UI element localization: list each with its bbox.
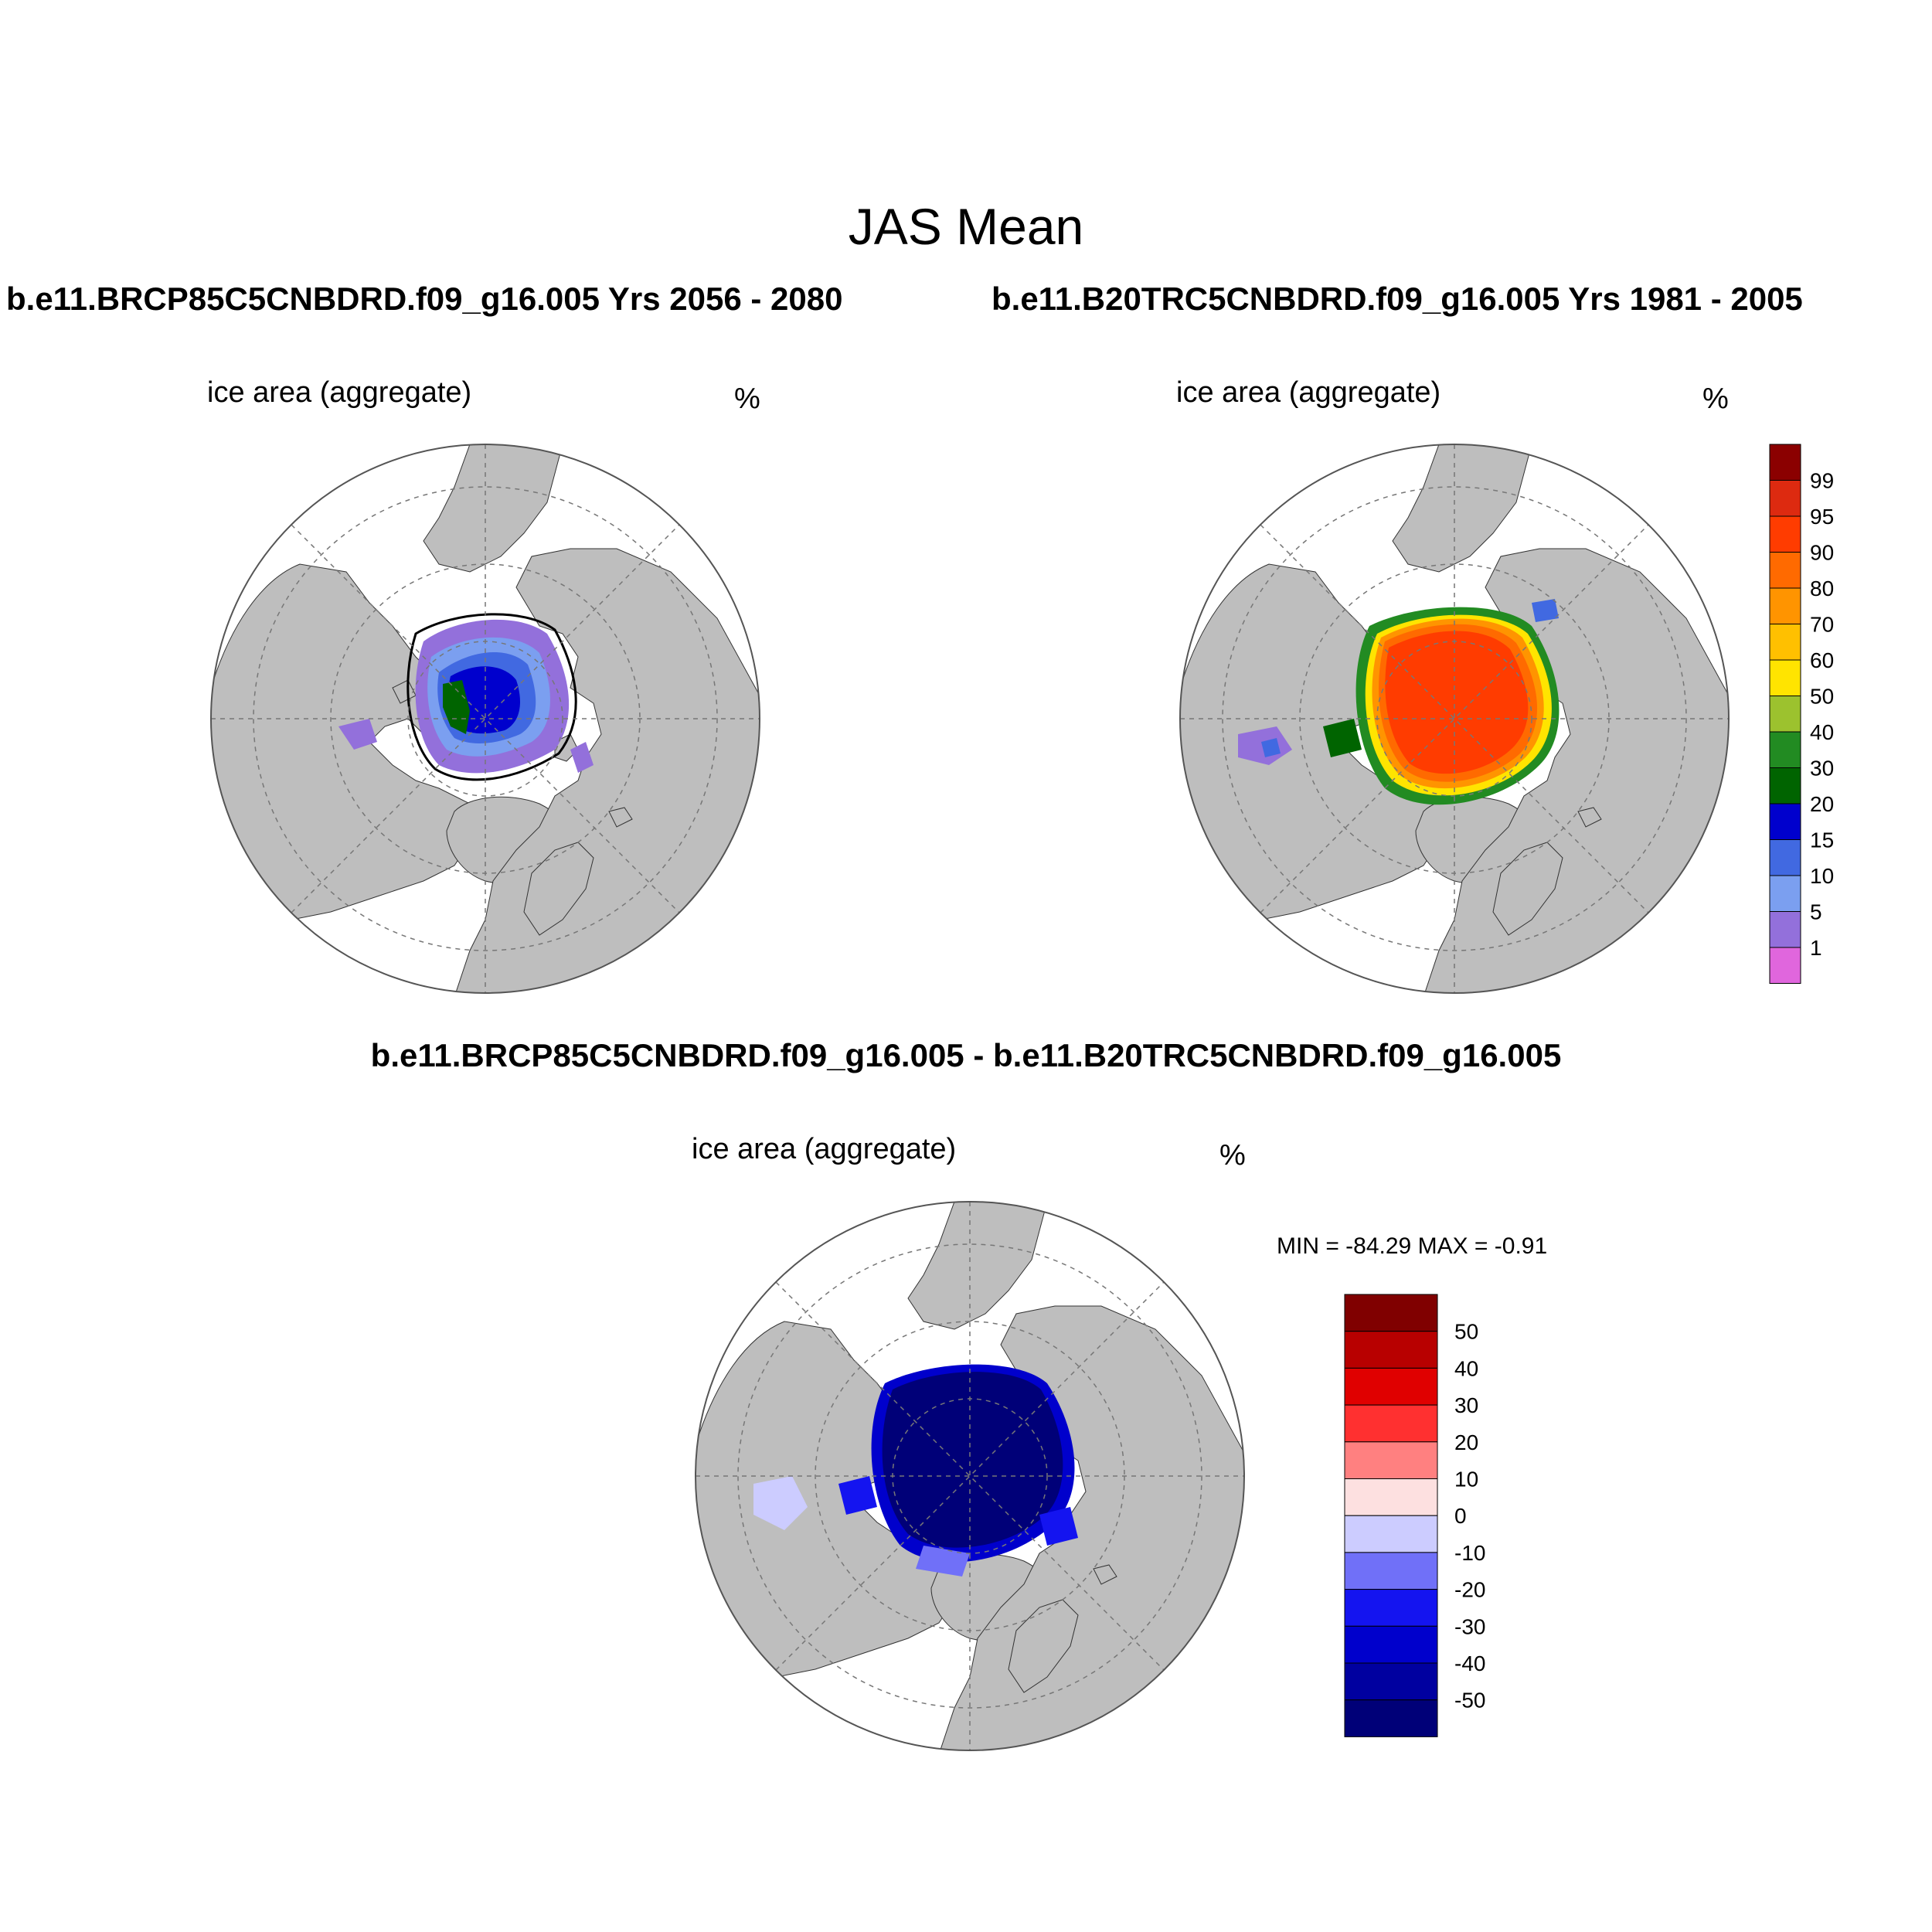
ice-colorbar-swatch-10 [1769,803,1801,840]
diff-colorbar-swatch-1 [1344,1331,1438,1369]
diff-minmax-label: MIN = -84.29 MAX = -0.91 [1277,1233,1548,1259]
ice-colorbar-swatch-2 [1769,515,1801,553]
diff-colorbar-swatch-0 [1344,1294,1438,1332]
ice-colorbar-label-4: 70 [1810,613,1834,637]
diff-colorbar-swatch-2 [1344,1367,1438,1406]
ice-colorbar-label-8: 30 [1810,757,1834,781]
right-variable-label: ice area (aggregate) [1176,376,1441,409]
graticule [211,444,760,993]
ice-field [338,619,594,774]
ice-colorbar-swatch-8 [1769,731,1801,768]
ice-colorbar-swatch-9 [1769,767,1801,804]
ice-colorbar-swatch-3 [1769,552,1801,589]
ice-colorbar-swatch-14 [1769,947,1801,984]
ice-colorbar-label-1: 95 [1810,505,1834,529]
diff-colorbar-swatch-5 [1344,1478,1438,1516]
right-panel-title: b.e11.B20TRC5CNBDRD.f09_g16.005 Yrs 1981… [992,281,1803,317]
diff-variable-label: ice area (aggregate) [692,1133,957,1165]
diff-field [753,1364,1078,1577]
diff-panel-title: b.e11.BRCP85C5CNBDRD.f09_g16.005 - b.e11… [370,1037,1562,1073]
left-polar-map [210,444,760,994]
ice-colorbar-label-10: 15 [1810,828,1834,852]
figure-title: JAS Mean [848,198,1084,255]
ice-colorbar-label-12: 5 [1810,900,1822,924]
ice-colorbar-swatch-5 [1769,624,1801,661]
diff-colorbar-label-6: -10 [1454,1541,1485,1565]
diff-colorbar-swatch-11 [1344,1699,1438,1737]
diff-colorbar-swatch-7 [1344,1552,1438,1590]
ice-colorbar-label-2: 90 [1810,541,1834,565]
diff-colorbar-label-1: 40 [1454,1356,1478,1380]
ice-colorbar-label-0: 99 [1810,469,1834,493]
diff-colorbar-swatch-9 [1344,1625,1438,1664]
diff-colorbar-label-2: 30 [1454,1393,1478,1417]
diff-colorbar-swatch-6 [1344,1515,1438,1553]
ice-colorbar-label-3: 80 [1810,577,1834,600]
ice-colorbar-swatch-13 [1769,911,1801,948]
ice-colorbar: 99 95 90 80 70 60 50 40 30 20 15 10 5 1 [1769,444,1834,984]
diff-colorbar-swatch-4 [1344,1441,1438,1480]
ice-colorbar-label-13: 1 [1810,936,1822,960]
diff-colorbar-label-9: -40 [1454,1651,1485,1675]
ice-colorbar-swatch-12 [1769,875,1801,912]
left-variable-label: ice area (aggregate) [207,376,472,409]
diff-colorbar-label-7: -20 [1454,1578,1485,1602]
diff-colorbar: 50 40 30 20 10 0 -10 -20 -30 -40 -50 [1344,1294,1485,1737]
ice-colorbar-swatch-7 [1769,696,1801,733]
ice-colorbar-swatch-4 [1769,587,1801,624]
diff-colorbar-label-4: 10 [1454,1468,1478,1492]
diff-units-label: % [1219,1139,1246,1172]
left-panel-title: b.e11.BRCP85C5CNBDRD.f09_g16.005 Yrs 205… [6,281,843,317]
ice-colorbar-label-9: 20 [1810,792,1834,816]
diff-polar-map [695,1201,1245,1751]
diff-colorbar-swatch-10 [1344,1662,1438,1701]
right-units-label: % [1702,383,1729,415]
ice-colorbar-swatch-1 [1769,480,1801,517]
right-polar-map [1179,444,1730,994]
diff-colorbar-label-8: -30 [1454,1614,1485,1638]
diff-colorbar-label-10: -50 [1454,1689,1485,1713]
diff-colorbar-label-0: 50 [1454,1320,1478,1344]
diff-colorbar-label-5: 0 [1454,1504,1467,1528]
ice-colorbar-label-11: 10 [1810,864,1834,888]
ice-colorbar-label-7: 40 [1810,720,1834,744]
ice-colorbar-swatch-11 [1769,839,1801,876]
ice-colorbar-label-6: 50 [1810,685,1834,709]
diff-colorbar-swatch-3 [1344,1404,1438,1443]
ice-colorbar-label-5: 60 [1810,648,1834,672]
diff-colorbar-swatch-8 [1344,1589,1438,1627]
left-units-label: % [734,383,760,415]
ice-colorbar-swatch-0 [1769,444,1801,481]
diff-colorbar-label-3: 20 [1454,1430,1478,1454]
ice-colorbar-swatch-6 [1769,659,1801,696]
